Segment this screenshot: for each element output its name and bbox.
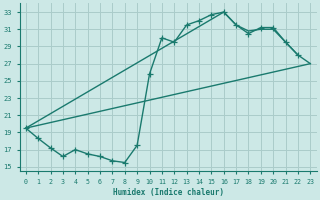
X-axis label: Humidex (Indice chaleur): Humidex (Indice chaleur) — [113, 188, 224, 197]
